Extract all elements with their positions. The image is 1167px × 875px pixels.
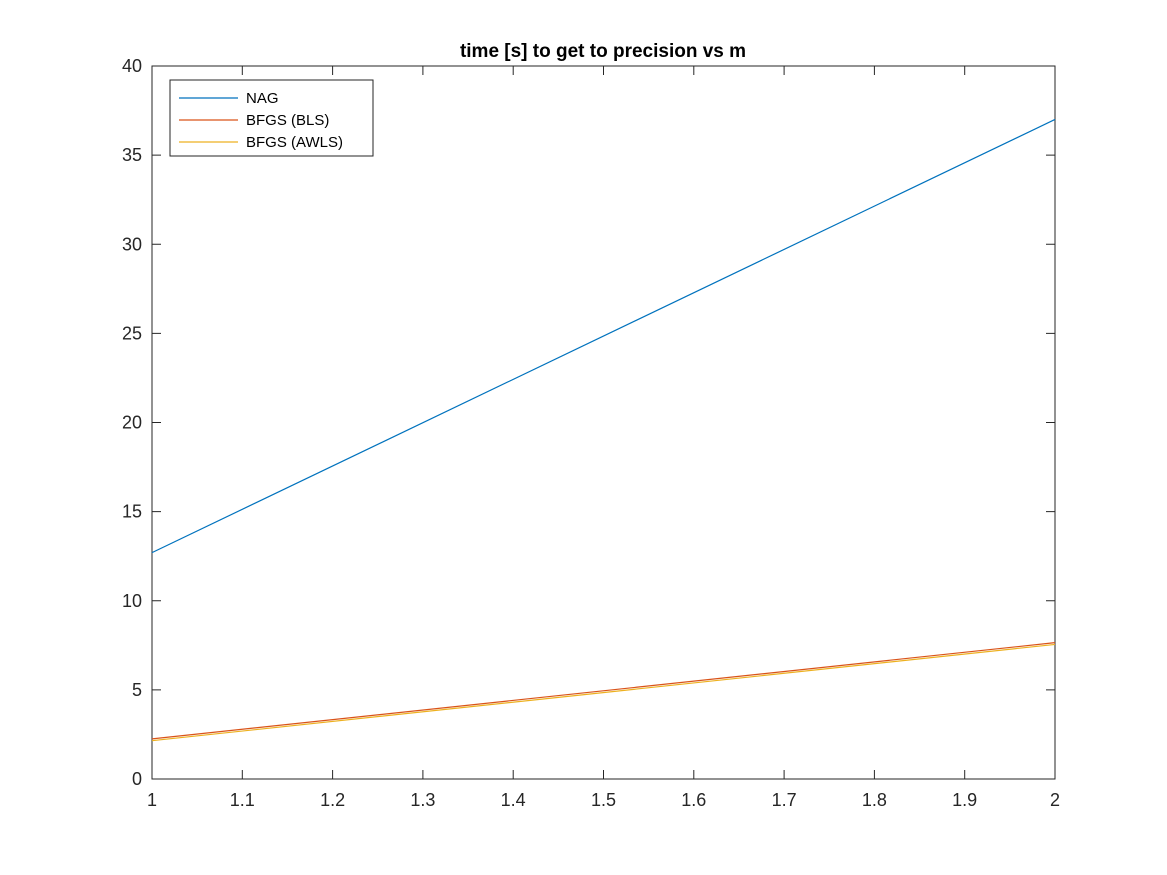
- series-line-bfgs-awls: [151, 643, 1056, 742]
- legend-label: BFGS (AWLS): [246, 134, 343, 151]
- x-tick-label: 2: [1050, 790, 1060, 810]
- series-line-nag: [151, 118, 1056, 554]
- legend: NAG BFGS (BLS) BFGS (AWLS): [169, 79, 374, 157]
- legend-box: [169, 79, 374, 157]
- legend-label: NAG: [246, 90, 279, 107]
- x-tick-label: 1.3: [410, 790, 435, 810]
- y-tick-label: 35: [122, 145, 142, 165]
- y-tick-label: 0: [132, 769, 142, 789]
- y-tick-label: 15: [122, 502, 142, 522]
- series-line-bfgs-bls: [151, 642, 1056, 740]
- plot-area: 1 1.1 1.2 1.3 1.4 1.5 1.6 1.7 1.8 1.9 205101520253…: [122, 56, 1060, 810]
- x-tick-label: 1.8: [862, 790, 887, 810]
- x-tick-label: 1: [147, 790, 157, 810]
- x-tick-label: 1.4: [501, 790, 526, 810]
- y-tick-label: 10: [122, 591, 142, 611]
- x-tick-label: 1.9: [952, 790, 977, 810]
- y-tick-label: 20: [122, 413, 142, 433]
- y-tick-label: 30: [122, 234, 142, 254]
- x-tick-label: 1.2: [320, 790, 345, 810]
- x-tick-label: 1.7: [772, 790, 797, 810]
- x-tick-label: 1.6: [681, 790, 706, 810]
- y-tick-label: 25: [122, 323, 142, 343]
- y-tick-label: 40: [122, 56, 142, 76]
- chart-title: time [s] to get to precision vs m: [460, 41, 746, 62]
- x-tick-label: 1.1: [230, 790, 255, 810]
- legend-label: BFGS (BLS): [246, 112, 329, 129]
- x-tick-label: 1.5: [591, 790, 616, 810]
- y-tick-label: 5: [132, 680, 142, 700]
- axes-box: [151, 65, 1056, 780]
